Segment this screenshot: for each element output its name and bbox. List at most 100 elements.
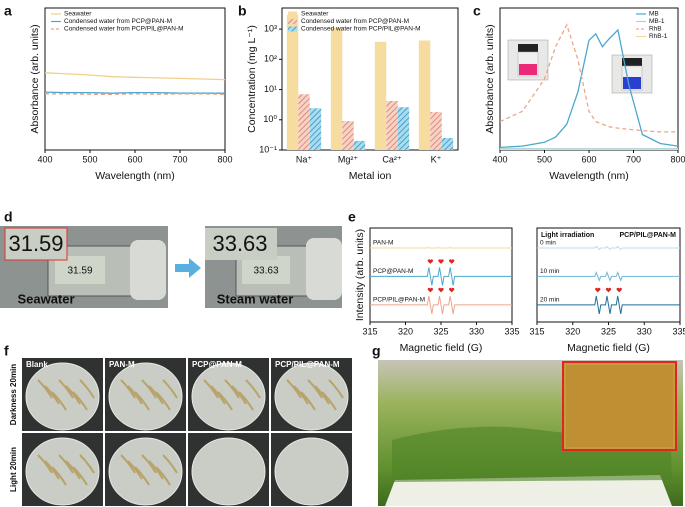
petri-dish [191, 362, 266, 431]
seed-streak [37, 379, 53, 399]
meter-reading: 33.63 [212, 231, 267, 256]
heart-marker [438, 287, 444, 293]
bar [342, 121, 354, 150]
seed-streak [134, 466, 150, 486]
bar [374, 41, 387, 150]
column-label: PCP@PAN-M [192, 360, 242, 369]
y-tick-label: 10⁻¹ [259, 144, 277, 154]
x-tick-label: 320 [398, 326, 413, 336]
bar [430, 112, 442, 150]
seed-streak [134, 391, 150, 411]
trace-label: 0 min [540, 240, 556, 247]
legend-label: MB-1 [649, 18, 665, 25]
heart-marker [427, 287, 434, 293]
trace-label: PCP@PAN-M [373, 268, 413, 275]
vial-inset [507, 39, 653, 94]
seed-streak [328, 379, 344, 399]
y-axis-label: Intensity (arb. units) [354, 229, 366, 321]
seed-streak [44, 385, 60, 405]
petri-dish [108, 437, 183, 506]
meter-photo: 31.59 31.59 Seawater [0, 226, 168, 308]
seed-streak [210, 385, 226, 405]
esr-trace [370, 247, 512, 249]
photo-caption: Seawater [17, 291, 74, 306]
petri-dish [274, 362, 349, 431]
seed-streak [148, 385, 164, 405]
seed-streak [127, 460, 143, 480]
legend-label: RhB-1 [649, 33, 668, 40]
legend-swatch [288, 26, 297, 32]
esr-trace [537, 295, 680, 314]
seed-streak [321, 391, 337, 411]
bar [386, 100, 398, 150]
esr-trace [370, 267, 512, 286]
trace-label: 20 min [540, 297, 560, 304]
trace-label: PCP/PIL@PAN-M [373, 297, 425, 304]
petri-dish [274, 437, 349, 506]
panel-letter: b [238, 3, 247, 19]
heart-marker [605, 287, 612, 293]
bar [330, 27, 343, 151]
legend-label: MB [649, 11, 659, 18]
bar [397, 107, 410, 150]
line-series [499, 28, 679, 149]
seed-streak [155, 391, 171, 411]
x-tick-label: 800 [217, 154, 232, 164]
legend-label: Condensed water from PCP@PAN-M [301, 18, 409, 25]
legend-label: Seawater [64, 11, 92, 18]
meter-photo: 33.63 33.63 Steam water [205, 226, 342, 308]
line-series [44, 72, 226, 81]
y-tick-label: 10² [264, 54, 277, 64]
x-tick-label: 325 [433, 326, 448, 336]
heart-marker [616, 287, 622, 293]
esr-trace [537, 270, 680, 282]
column-label: PAN-M [109, 360, 135, 369]
line-series [499, 23, 678, 133]
legend-label: Condensed water from PCP/PIL@PAN-M [301, 26, 421, 33]
meter-reading: 31.59 [8, 231, 63, 256]
seed-streak [162, 379, 178, 399]
seed-streak [58, 454, 74, 474]
seed-streak [314, 385, 330, 405]
x-tick-label: 320 [565, 326, 580, 336]
annotation: PCP/PIL@PAN-M [620, 232, 677, 239]
seed-streak [293, 385, 309, 405]
panel-letter: f [4, 343, 9, 359]
column-label: PCP/PIL@PAN-M [275, 360, 340, 369]
line-series [45, 93, 226, 95]
x-tick-label: 315 [362, 326, 377, 336]
x-axis-label: Magnetic field (G) [567, 342, 650, 354]
seed-streak [245, 379, 261, 399]
seed-streak [162, 454, 178, 474]
x-tick-label: 400 [492, 154, 507, 164]
petri-dish [191, 437, 266, 506]
seed-streak [120, 379, 136, 399]
seed-streak [37, 454, 53, 474]
seed-streak [231, 385, 247, 405]
legend-label: RhB [649, 26, 662, 33]
x-tick-label: 600 [581, 154, 596, 164]
x-tick-label: 500 [82, 154, 97, 164]
y-axis-label: Absorbance (arb. units) [29, 24, 41, 133]
seed-streak [58, 379, 74, 399]
legend-label: Condensed water from PCP@PAN-M [64, 18, 172, 25]
bar [353, 140, 366, 150]
legend-label: Condensed water from PCP/PIL@PAN-M [64, 26, 184, 33]
row-label: Darkness 20min [9, 364, 18, 425]
x-axis-label: Wavelength (nm) [549, 170, 629, 182]
x-tick-label: 335 [504, 326, 519, 336]
seed-streak [44, 460, 60, 480]
petri-dish [25, 362, 100, 431]
seed-streak [79, 454, 95, 474]
meter-reading: 33.63 [253, 266, 278, 277]
seed-streak [148, 460, 164, 480]
x-tick-label: Ca²⁺ [382, 154, 402, 164]
x-tick-label: 315 [529, 326, 544, 336]
panel-letter: a [4, 3, 12, 19]
seed-streak [238, 391, 254, 411]
column-label: Blank [26, 360, 48, 369]
x-tick-label: 600 [127, 154, 142, 164]
y-tick-label: 10⁰ [263, 114, 277, 124]
meter-reading: 31.59 [67, 266, 92, 277]
